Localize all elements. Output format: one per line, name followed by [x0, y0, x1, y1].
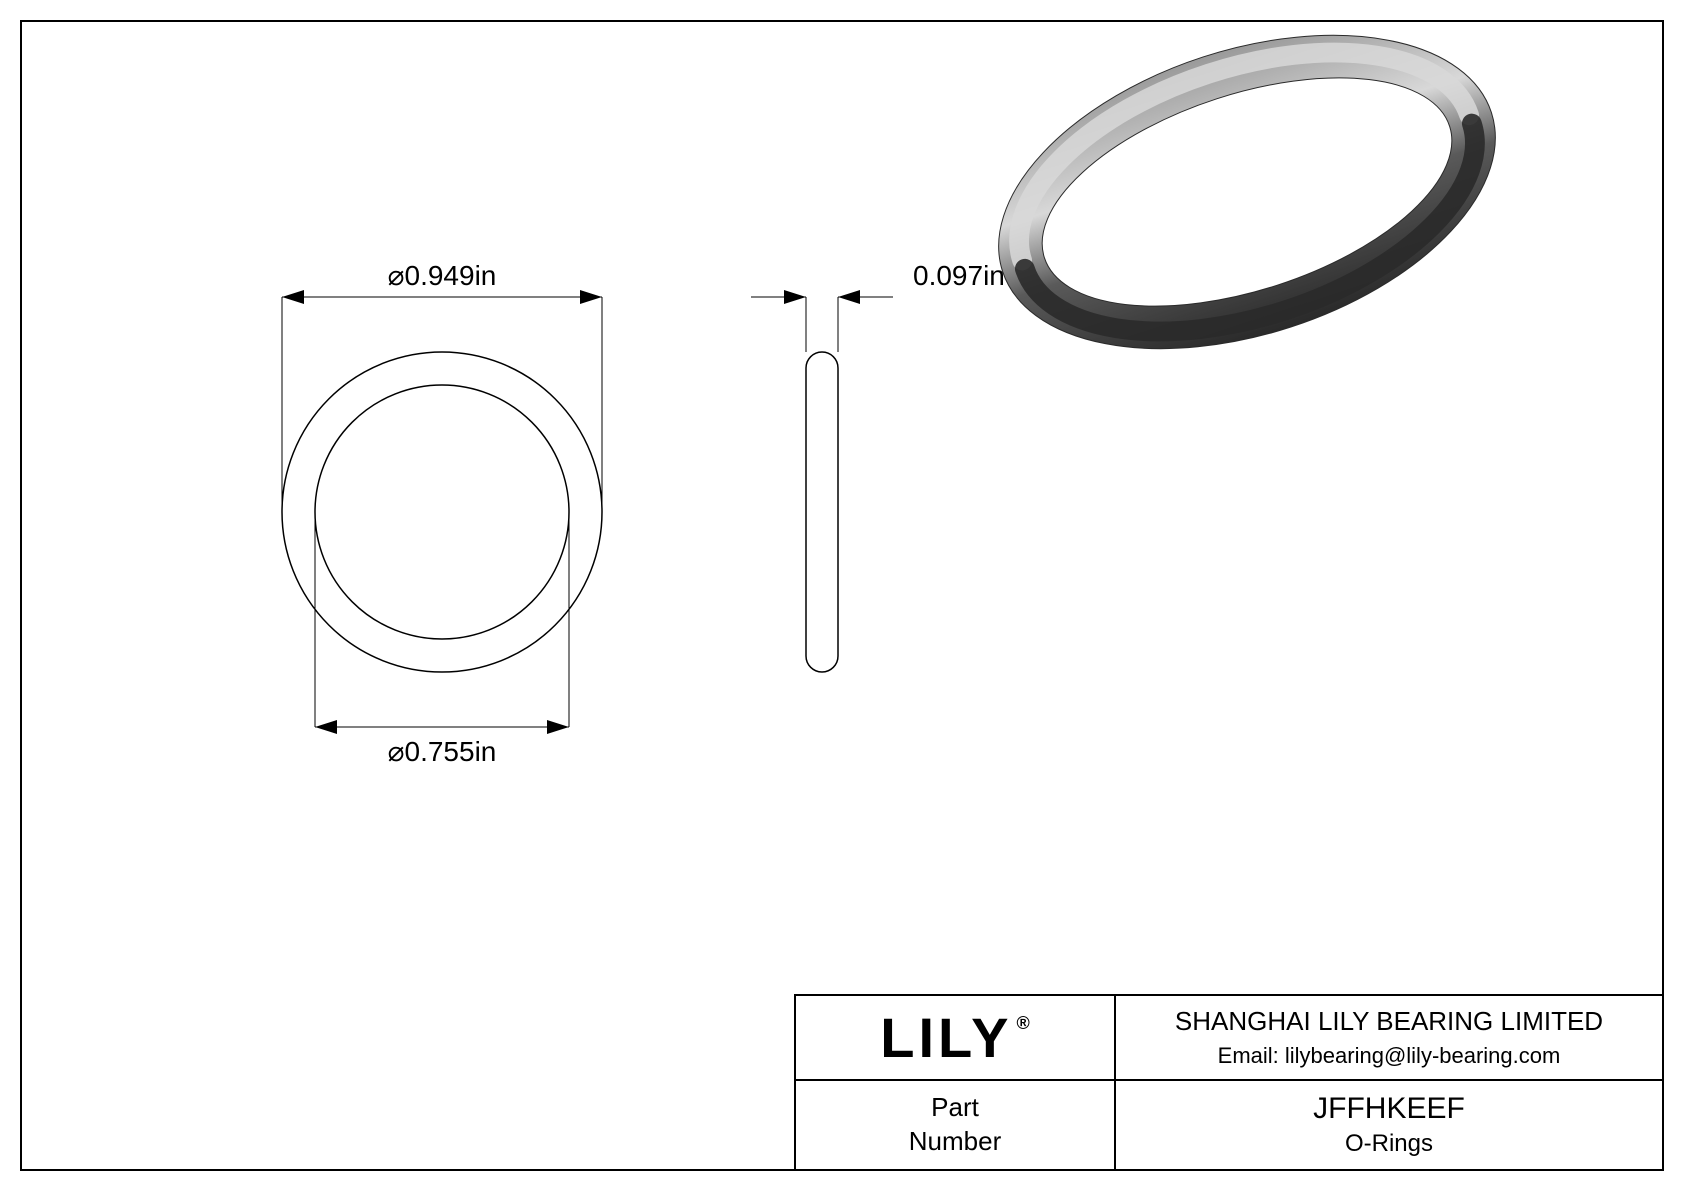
drawing-sheet: ⌀0.949in ⌀0.755in 0.097in LILY® SHANGHAI … — [20, 20, 1664, 1171]
title-block-row-company: LILY® SHANGHAI LILY BEARING LIMITED Emai… — [796, 996, 1662, 1081]
svg-text:⌀0.949in: ⌀0.949in — [388, 260, 497, 291]
logo-cell: LILY® — [796, 996, 1116, 1079]
part-label: Part Number — [909, 1091, 1001, 1159]
email-value: lilybearing@lily-bearing.com — [1285, 1043, 1560, 1068]
front-view: ⌀0.949in ⌀0.755in — [282, 260, 602, 767]
part-label-line2: Number — [909, 1126, 1001, 1156]
title-block-row-part: Part Number JFFHKEEF O-Rings — [796, 1081, 1662, 1169]
part-number: JFFHKEEF — [1313, 1092, 1465, 1126]
registered-icon: ® — [1016, 1013, 1033, 1033]
svg-text:0.097in: 0.097in — [913, 260, 1005, 291]
logo-text: LILY® — [880, 1010, 1029, 1066]
part-label-cell: Part Number — [796, 1081, 1116, 1169]
company-cell: SHANGHAI LILY BEARING LIMITED Email: lil… — [1116, 996, 1662, 1079]
logo-name: LILY — [880, 1006, 1012, 1069]
part-label-line1: Part — [931, 1092, 979, 1122]
svg-text:⌀0.755in: ⌀0.755in — [388, 736, 497, 767]
email-label: Email: — [1218, 1043, 1285, 1068]
part-description: O-Rings — [1345, 1130, 1433, 1158]
side-view: 0.097in — [751, 260, 1005, 672]
title-block: LILY® SHANGHAI LILY BEARING LIMITED Emai… — [794, 994, 1664, 1171]
part-value-cell: JFFHKEEF O-Rings — [1116, 1081, 1662, 1169]
company-email: Email: lilybearing@lily-bearing.com — [1218, 1043, 1561, 1069]
iso-view — [959, 22, 1536, 406]
company-name: SHANGHAI LILY BEARING LIMITED — [1175, 1006, 1603, 1037]
